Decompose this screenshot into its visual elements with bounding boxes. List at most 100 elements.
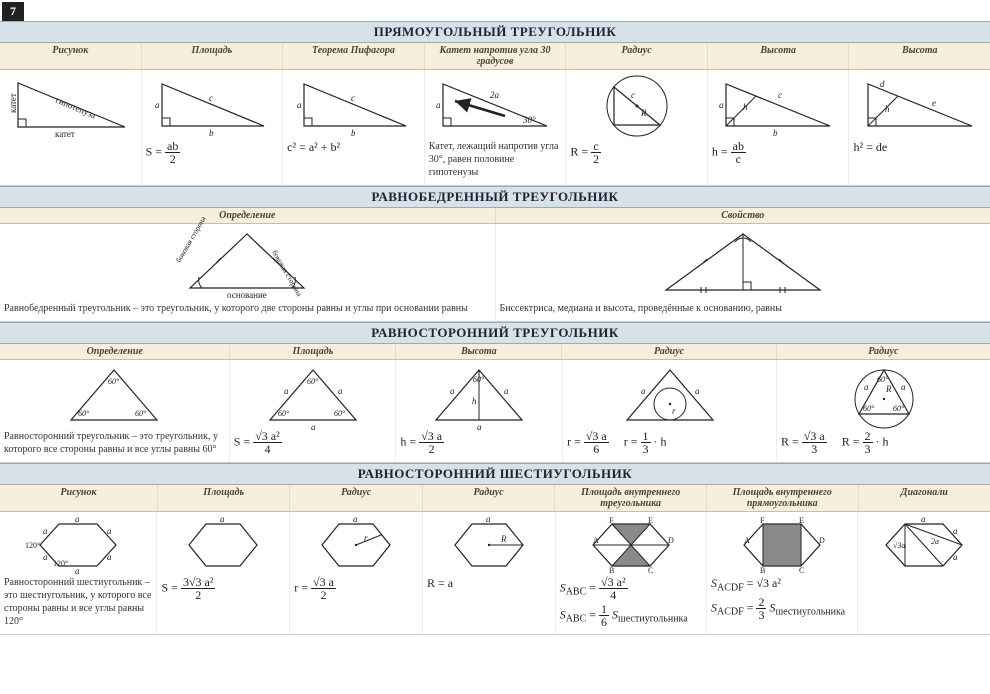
col-header: Радиус xyxy=(777,344,990,359)
svg-text:F: F xyxy=(609,516,614,525)
col-header: Высота xyxy=(396,344,562,359)
svg-text:B: B xyxy=(609,566,614,575)
svg-text:a: a xyxy=(953,552,958,562)
col-header: Высота xyxy=(849,43,990,69)
svg-text:60°: 60° xyxy=(893,404,905,413)
svg-text:h: h xyxy=(472,396,477,406)
svg-text:60°: 60° xyxy=(135,409,147,418)
svg-text:a: a xyxy=(107,526,112,536)
svg-text:D: D xyxy=(819,536,825,545)
isosceles-property xyxy=(500,228,987,300)
col-header: Площадь внутреннего прямоугольника xyxy=(707,485,859,511)
svg-text:c: c xyxy=(351,93,355,103)
svg-text:c: c xyxy=(209,93,213,103)
svg-text:c: c xyxy=(631,90,635,100)
cell: 60° 60° 60° a a a S = √3 a²4 xyxy=(230,360,397,462)
col-header: Радиус xyxy=(566,43,708,69)
svg-text:a: a xyxy=(719,100,724,110)
svg-text:a: a xyxy=(504,386,509,396)
equilateral-inradius: r a a xyxy=(567,364,772,428)
cell: a S = 3√3 a²2 xyxy=(157,512,290,634)
cell: Биссектриса, медиана и высота, проведённ… xyxy=(496,224,990,321)
isosceles-property-text: Биссектриса, медиана и высота, проведённ… xyxy=(500,302,987,315)
cells-1: гипотенуза катет катет a b c S = ab2 xyxy=(0,70,990,186)
svg-text:C: C xyxy=(799,566,804,575)
hexagon-diagonals: √3a 2a a a a xyxy=(862,516,986,574)
svg-text:120°: 120° xyxy=(53,559,68,568)
svg-text:60°: 60° xyxy=(877,375,889,384)
svg-text:a: a xyxy=(641,386,646,396)
area-formula: S = ab2 xyxy=(146,140,279,165)
col-header: Катет напротив угла 30 градусов xyxy=(425,43,567,69)
svg-text:b: b xyxy=(773,128,778,138)
col-header: Теорема Пифагора xyxy=(283,43,425,69)
svg-text:h: h xyxy=(885,104,890,114)
svg-text:E: E xyxy=(799,516,804,525)
svg-text:a: a xyxy=(353,514,358,524)
cell: R a R = a xyxy=(423,512,556,634)
svg-text:a: a xyxy=(155,100,160,110)
svg-text:a: a xyxy=(436,100,441,110)
hexagon-inradius: r a xyxy=(294,516,418,574)
svg-text:r: r xyxy=(364,533,368,543)
col-header: Радиус xyxy=(562,344,776,359)
col-header: Высота xyxy=(708,43,850,69)
svg-text:D: D xyxy=(668,536,674,545)
col-header: Площадь xyxy=(230,344,396,359)
svg-text:a: a xyxy=(695,386,700,396)
svg-text:a: a xyxy=(43,526,48,536)
svg-text:B: B xyxy=(760,566,765,575)
svg-text:боковая сторона: боковая сторона xyxy=(271,249,305,299)
right-triangle-pythagoras: a b c xyxy=(287,74,420,138)
svg-text:a: a xyxy=(107,552,112,562)
svg-text:катет: катет xyxy=(55,129,75,139)
cell: c R R = c2 xyxy=(566,70,708,185)
pythagoras-formula: c² = a² + b² xyxy=(287,140,420,156)
svg-text:C: C xyxy=(648,566,653,575)
equilateral-triangle: 60° 60° 60° xyxy=(4,364,225,428)
svg-text:a: a xyxy=(450,386,455,396)
svg-text:a: a xyxy=(864,382,869,392)
isosceles-definition: Равнобедренный треугольник – это треугол… xyxy=(4,302,491,315)
headers-2: Определение Свойство xyxy=(0,208,990,224)
altitude-formula-1: h = abc xyxy=(712,140,845,165)
svg-text:катет: катет xyxy=(8,93,18,113)
altitude-formula-2: h² = de xyxy=(853,140,986,156)
cells-2: боковая сторона боковая сторона основани… xyxy=(0,224,990,322)
cell: A B C D E F SACDF = √3 a² SACDF = 23 Sше… xyxy=(707,512,858,634)
right-triangle-circumscribed: c R xyxy=(570,74,703,138)
hexagon-area: a xyxy=(161,516,285,574)
col-header: Рисунок xyxy=(0,485,158,511)
svg-text:120°: 120° xyxy=(25,541,40,550)
col-header: Рисунок xyxy=(0,43,142,69)
section-title-2: РАВНОБЕДРЕННЫЙ ТРЕУГОЛЬНИК xyxy=(0,186,990,208)
col-header: Определение xyxy=(0,208,496,223)
svg-text:b: b xyxy=(209,128,214,138)
svg-text:30°: 30° xyxy=(522,115,536,125)
svg-text:A: A xyxy=(593,536,599,545)
svg-text:60°: 60° xyxy=(78,409,90,418)
equilateral-area-formula: S = √3 a²4 xyxy=(234,430,392,455)
right-triangle-labeled: гипотенуза катет катет xyxy=(4,74,137,138)
svg-text:e: e xyxy=(932,98,936,108)
section-title-4: РАВНОСТОРОННИЙ ШЕСТИУГОЛЬНИК xyxy=(0,463,990,485)
svg-text:a: a xyxy=(901,382,906,392)
hexagon-inner-rect-f2: SACDF = 23 Sшестиугольника xyxy=(711,596,853,621)
equilateral-height: 60° a a a h xyxy=(400,364,558,428)
hexagon-inner-triangle: A B C D E F xyxy=(560,516,702,574)
svg-text:b: b xyxy=(351,128,356,138)
svg-text:R: R xyxy=(640,108,647,118)
cell: a b c S = ab2 xyxy=(142,70,284,185)
svg-text:60°: 60° xyxy=(473,375,485,384)
cells-4: a a a a a a 120° 120° Равносторонний шес… xyxy=(0,512,990,635)
col-header: Площадь xyxy=(142,43,284,69)
equilateral-circumradius-formula: R = √3 a3 R = 23 · h xyxy=(781,430,986,455)
svg-text:a: a xyxy=(297,100,302,110)
section-title-3: РАВНОСТОРОННИЙ ТРЕУГОЛЬНИК xyxy=(0,322,990,344)
svg-text:a: a xyxy=(75,566,80,576)
col-header: Радиус xyxy=(423,485,555,511)
equilateral-definition: Равносторонний треугольник – это треугол… xyxy=(4,430,225,456)
cell: A B C D E F SABC = √3 a²4 SABC = 16 Sшес… xyxy=(556,512,707,634)
headers-1: Рисунок Площадь Теорема Пифагора Катет н… xyxy=(0,43,990,70)
svg-text:a: a xyxy=(284,386,289,396)
